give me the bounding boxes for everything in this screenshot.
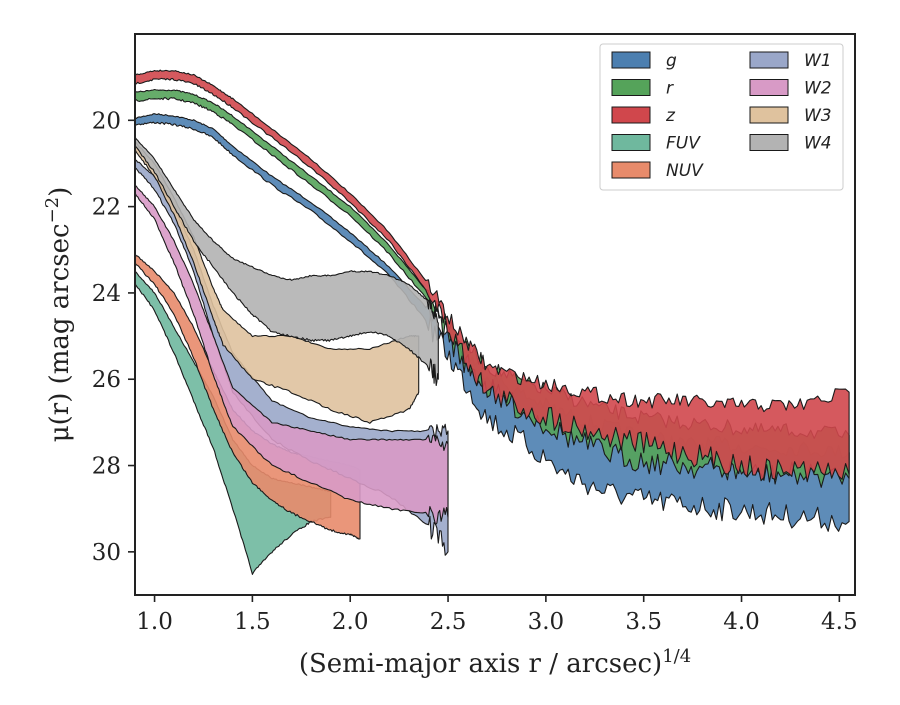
- band-w3: [134, 141, 420, 424]
- y-tick-label: 22: [92, 195, 121, 221]
- legend-label-nuv: NUV: [666, 161, 704, 181]
- legend-swatch-w2: [749, 79, 789, 96]
- x-axis-label: (Semi-major axis r / arcsec)1/4: [299, 646, 691, 680]
- legend-label-g: g: [666, 51, 677, 71]
- x-tick-label: 3.0: [528, 609, 565, 635]
- legend-label-w1: W1: [804, 51, 832, 71]
- x-tick-label: 1.5: [234, 609, 271, 635]
- legend-swatch-w4: [749, 134, 789, 151]
- legend-swatch-w1: [749, 51, 789, 69]
- legend-swatch-g: [611, 51, 651, 69]
- band-w2: [134, 184, 449, 526]
- x-tick-label: 3.5: [625, 609, 662, 635]
- band-g: [134, 113, 850, 532]
- band-w4: [134, 136, 439, 387]
- y-tick-label: 28: [92, 454, 121, 480]
- legend-swatch-r: [611, 79, 651, 96]
- legend-label-w3: W3: [804, 106, 832, 126]
- legend-swatch-w3: [749, 106, 789, 124]
- y-tick-label: 24: [92, 281, 121, 307]
- y-tick-label: 26: [92, 367, 121, 393]
- legend-label-r: r: [666, 79, 674, 99]
- x-tick-label: 4.0: [723, 609, 760, 635]
- legend-swatch-fuv: [611, 134, 651, 151]
- y-tick-label: 20: [92, 108, 121, 134]
- x-tick-label: 2.0: [332, 609, 369, 635]
- legend-label-w2: W2: [804, 79, 832, 99]
- x-tick-label: 2.5: [430, 609, 467, 635]
- legend: grz FUV NUV W1 W2 W3 W4: [599, 43, 844, 191]
- series-bands: [134, 69, 850, 575]
- band-z: [134, 69, 850, 483]
- legend-label-w4: W4: [804, 134, 832, 154]
- x-tick-label: 4.5: [821, 609, 858, 635]
- legend-swatch-nuv: [611, 161, 651, 179]
- axis-ticks: 1.0 1.5 2.0 2.5 3.0 3.5 4.0 4.5 20 22 24 26 28 30: [92, 108, 858, 635]
- x-tick-label: 1.0: [136, 609, 173, 635]
- plot-frame: [134, 33, 856, 596]
- y-axis-label: μ(r) (mag arcsec−2): [42, 187, 76, 443]
- legend-label-fuv: FUV: [666, 134, 701, 154]
- legend-swatch-z: [611, 106, 651, 124]
- y-tick-label: 30: [92, 540, 121, 566]
- legend-label-z: z: [665, 106, 676, 126]
